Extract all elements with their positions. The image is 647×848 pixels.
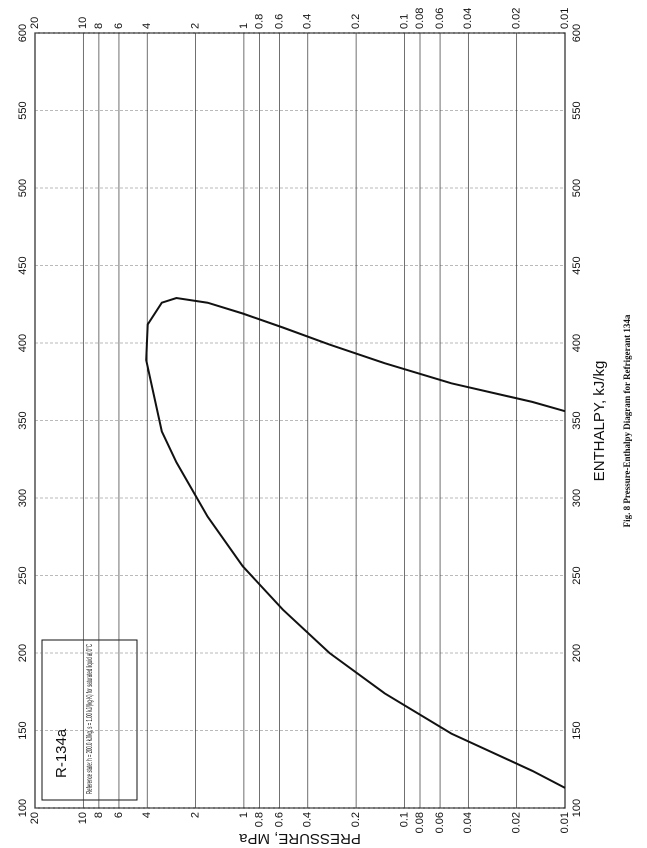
y-tick-label: 20 xyxy=(29,17,41,29)
y-tick-label: 0.8 xyxy=(253,14,265,29)
x-tick-label: 100 xyxy=(17,799,29,817)
y-tick-label: 0.2 xyxy=(350,812,362,827)
saturation-line xyxy=(145,296,566,789)
y-tick-label: 2 xyxy=(189,812,201,818)
y-tick-label: 0.02 xyxy=(511,8,523,29)
x-tick-label: 100 xyxy=(571,799,583,817)
y-tick-label: 1 xyxy=(238,812,250,818)
y-tick-label: 0.1 xyxy=(398,14,410,29)
y-tick-label: 2 xyxy=(189,23,201,29)
y-tick-label: 10 xyxy=(77,812,89,824)
y-tick-label: 0.6 xyxy=(273,812,285,827)
refrigerant-name: R-134a xyxy=(53,728,70,778)
y-tick-label: 0.08 xyxy=(414,812,426,833)
x-tick-label: 400 xyxy=(17,334,29,352)
y-tick-label: 4 xyxy=(141,812,153,818)
y-tick-label: 0.4 xyxy=(302,812,314,827)
x-tick-label: 150 xyxy=(17,721,29,739)
caption: Fig. 8 Pressure-Enthalpy Diagram for Ref… xyxy=(622,314,632,527)
y-tick-label: 0.1 xyxy=(398,812,410,827)
y-tick-label: 0.6 xyxy=(273,14,285,29)
y-tick-label: 0.04 xyxy=(462,812,474,833)
x-tick-label: 500 xyxy=(571,179,583,197)
y-tick-label: 8 xyxy=(93,23,105,29)
y-tick-label: 0.4 xyxy=(302,14,314,29)
y-tick-label: 0.2 xyxy=(350,14,362,29)
y-tick-label: 20 xyxy=(29,812,41,824)
x-tick-label: 250 xyxy=(17,566,29,584)
x-tick-label: 250 xyxy=(571,566,583,584)
y-tick-label: 0.02 xyxy=(511,812,523,833)
x-tick-label: 500 xyxy=(17,179,29,197)
x-tick-label: 350 xyxy=(17,411,29,429)
x-tick-label: 200 xyxy=(17,644,29,662)
x-tick-label: 350 xyxy=(571,411,583,429)
x-tick-label: 550 xyxy=(571,101,583,119)
y-tick-label: 0.06 xyxy=(434,8,446,29)
x-tick-label: 600 xyxy=(571,24,583,42)
x-tick-label: 150 xyxy=(571,721,583,739)
y-axis-label: PRESSURE, MPa xyxy=(238,830,360,847)
x-tick-label: 300 xyxy=(17,489,29,507)
y-tick-label: 8 xyxy=(93,812,105,818)
x-tick-label: 600 xyxy=(17,24,29,42)
y-tick-label: 0.01 xyxy=(559,812,571,833)
y-tick-label: 0.04 xyxy=(462,8,474,29)
y-tick-label: 0.8 xyxy=(253,812,265,827)
x-tick-label: 400 xyxy=(571,334,583,352)
y-tick-label: 10 xyxy=(77,17,89,29)
y-tick-label: 4 xyxy=(141,23,153,29)
x-tick-label: 450 xyxy=(571,256,583,274)
x-tick-label: 450 xyxy=(17,256,29,274)
y-tick-label: 1 xyxy=(238,23,250,29)
y-tick-label: 0.08 xyxy=(414,8,426,29)
x-tick-label: 300 xyxy=(571,489,583,507)
y-tick-label: 6 xyxy=(113,812,125,818)
x-tick-label: 550 xyxy=(17,101,29,119)
reference-note: Reference state: h = 200.0 kJ/kg, s = 1.… xyxy=(85,644,94,794)
legend-box xyxy=(41,639,138,801)
y-tick-label: 0.06 xyxy=(434,812,446,833)
y-tick-label: 0.01 xyxy=(559,8,571,29)
y-tick-label: 6 xyxy=(113,23,125,29)
rotated-chart: R-134a Reference state: h = 200.0 kJ/kg,… xyxy=(17,8,632,847)
x-tick-label: 200 xyxy=(571,644,583,662)
x-axis-label: ENTHALPY, kJ/kg xyxy=(591,361,608,482)
